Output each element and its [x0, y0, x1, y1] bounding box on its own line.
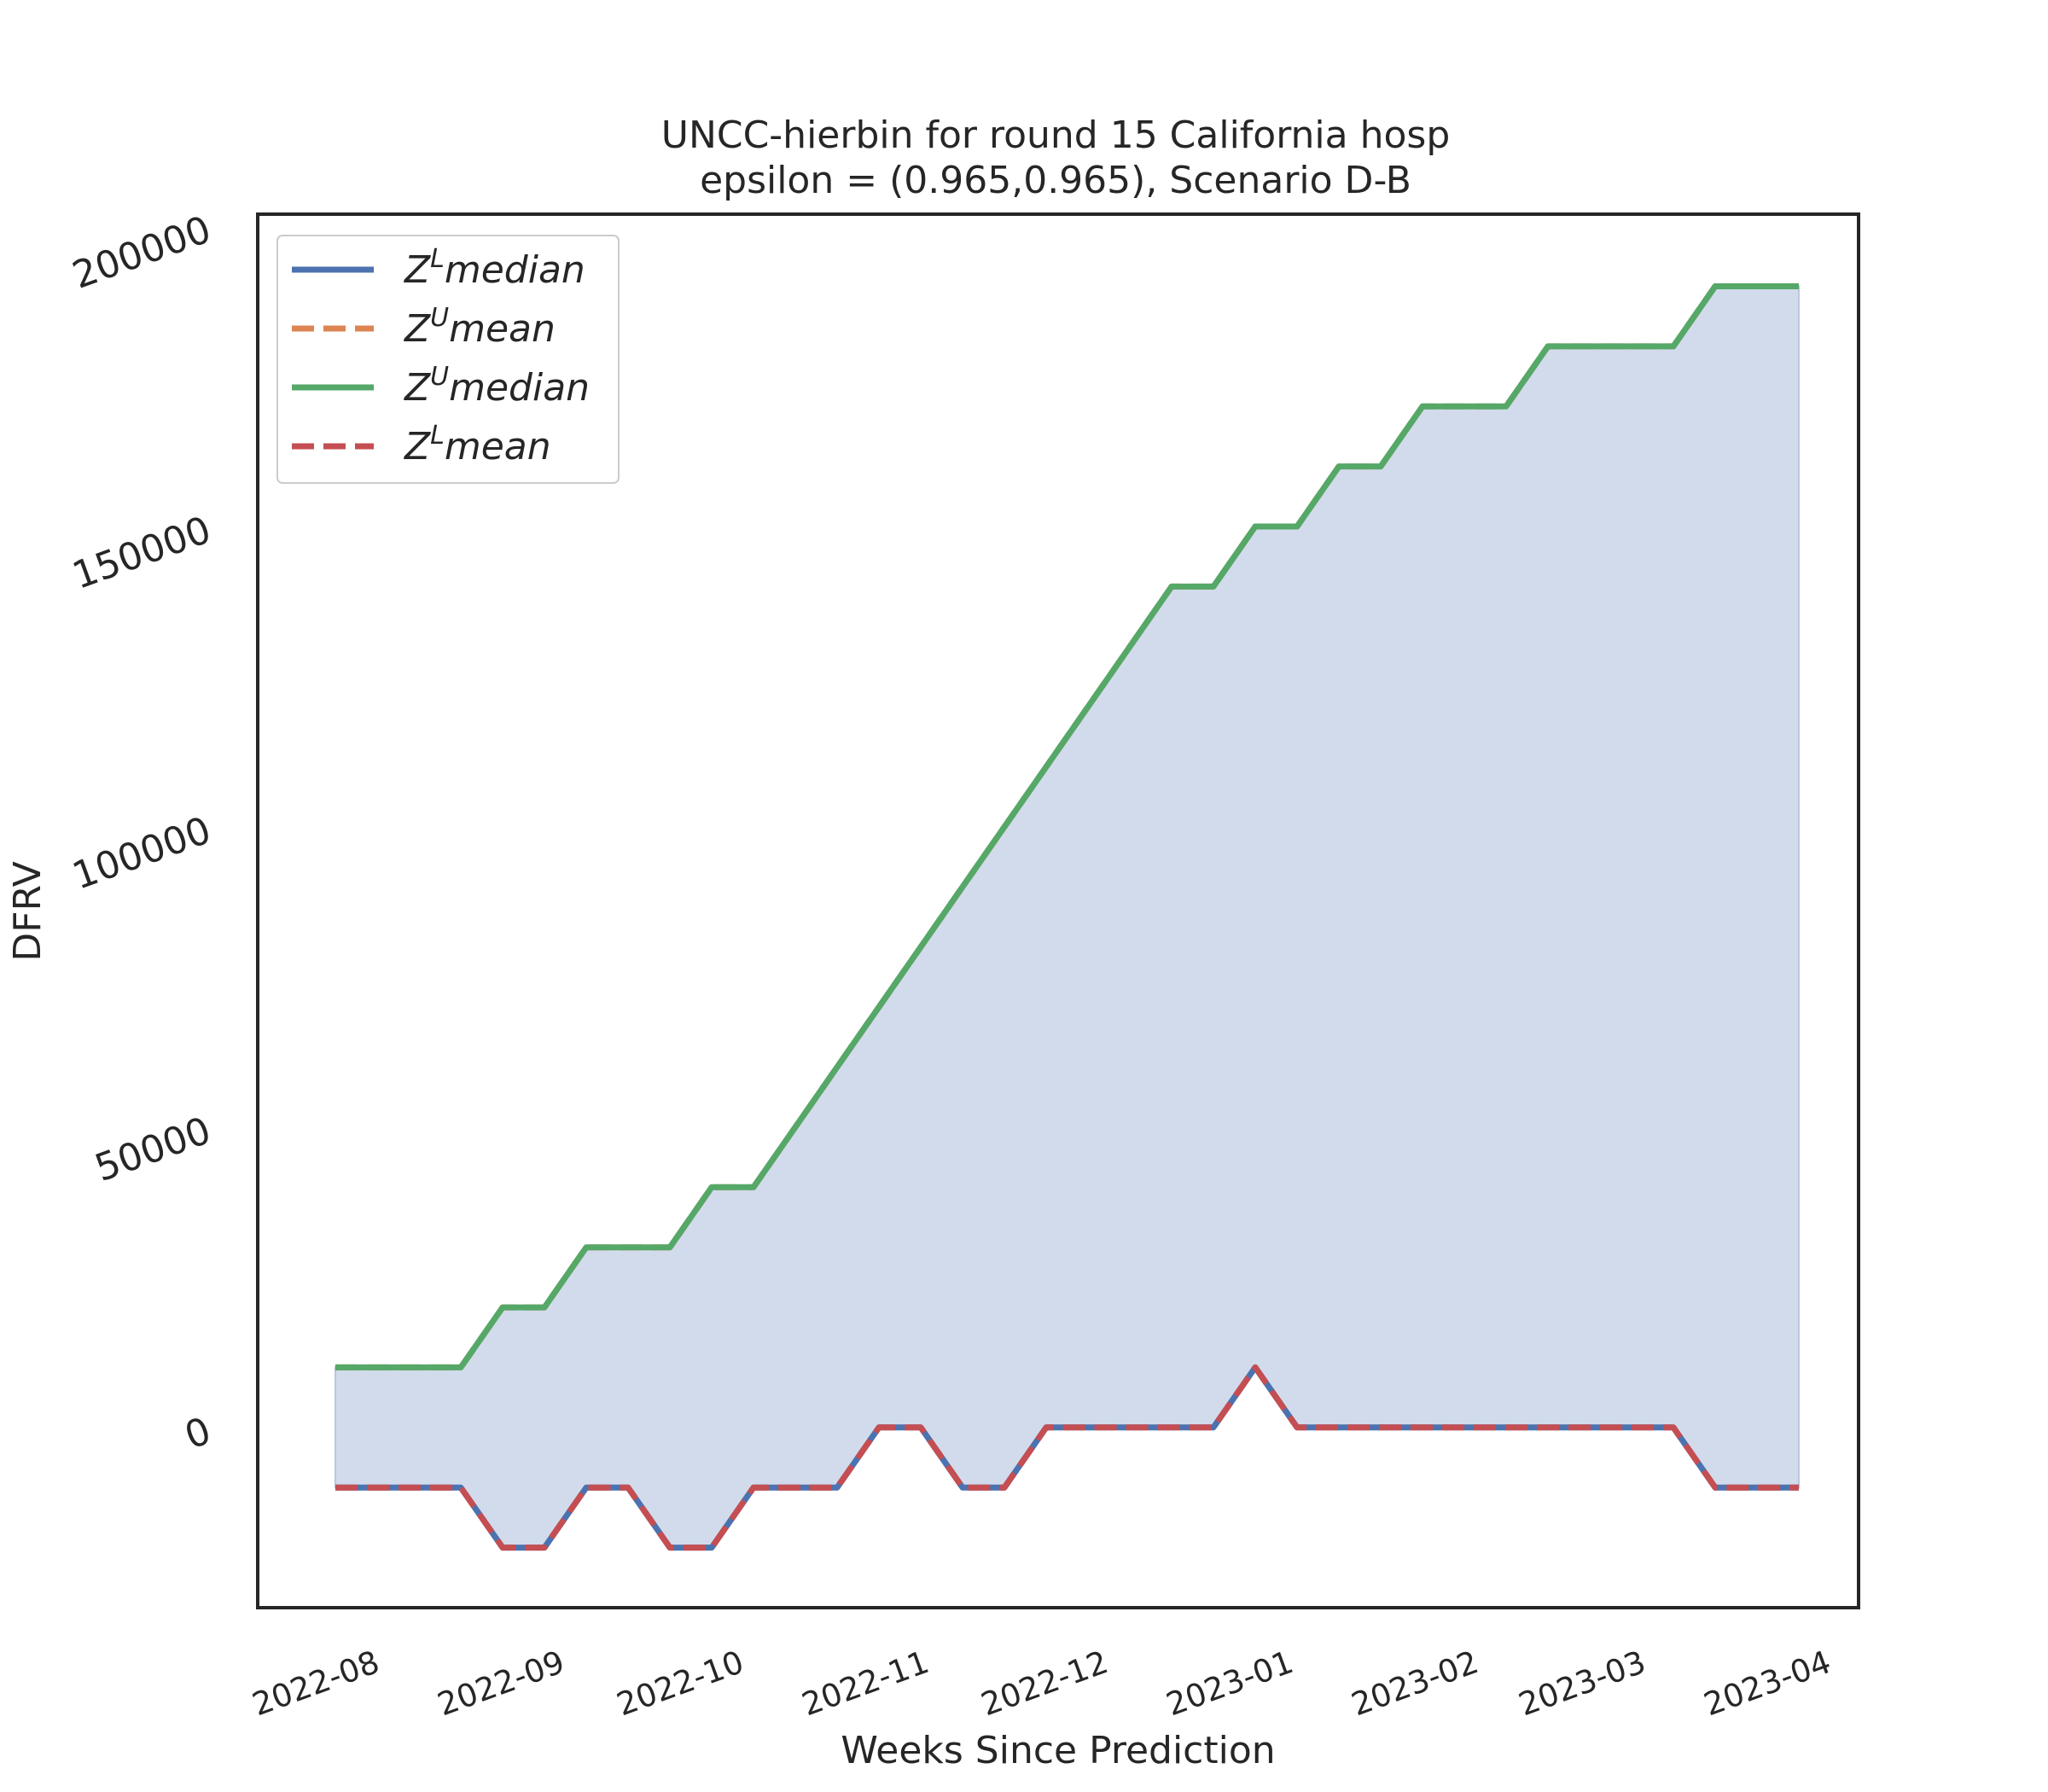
y-tick-label: 0 [179, 1409, 217, 1458]
y-tick-label: 50000 [90, 1108, 217, 1190]
legend-entry: ZLmedian [404, 244, 585, 292]
x-tick-label: 2023-03 [1514, 1644, 1650, 1723]
plot-frame [256, 212, 1860, 1609]
y-tick-label: 150000 [67, 508, 216, 597]
y-axis-label: DFRV [6, 861, 49, 961]
x-tick-label: 2022-10 [612, 1644, 748, 1723]
x-tick-label: 2022-11 [797, 1644, 934, 1723]
x-tick-label: 2022-08 [247, 1644, 384, 1723]
x-tick-label: 2022-12 [976, 1644, 1113, 1723]
legend-entry: ZUmedian [404, 362, 590, 410]
y-tick-label: 100000 [67, 808, 216, 898]
y-tick-label: 200000 [67, 208, 216, 298]
x-tick-label: 2023-02 [1347, 1644, 1483, 1723]
x-tick-label: 2022-09 [433, 1644, 569, 1723]
x-axis-ticks: 2022-08 2022-09 2022-10 2022-11 2022-12 2023-… [247, 1644, 1836, 1723]
series-line-3 [335, 1364, 1799, 1551]
series-line-2 [335, 283, 1799, 1370]
legend-box [276, 235, 620, 484]
legend-entry: ZLmean [404, 421, 551, 468]
legend-entry: ZUmean [404, 303, 556, 351]
y-axis-ticks: 0 50000 100000 150000 200000 [67, 208, 216, 1458]
x-axis-label: Weeks Since Prediction [841, 1729, 1275, 1772]
plot-area [335, 283, 1800, 1551]
x-tick-label: 2023-01 [1161, 1644, 1298, 1723]
chart-title: UNCC-hierbin for round 15 California hos… [661, 113, 1451, 157]
x-tick-label: 2023-04 [1699, 1644, 1836, 1723]
legend: ZLmedian ZUmean ZUmedian ZLmean [276, 235, 620, 484]
chart-subtitle: epsilon = (0.965,0.965), Scenario D-B [700, 159, 1411, 202]
